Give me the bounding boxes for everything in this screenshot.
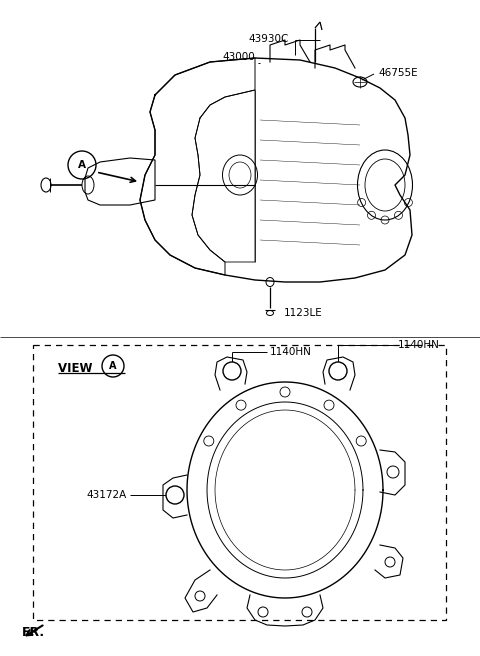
Circle shape: [236, 400, 246, 410]
Circle shape: [329, 362, 347, 380]
Circle shape: [302, 607, 312, 617]
Circle shape: [356, 436, 366, 446]
Circle shape: [258, 607, 268, 617]
Text: VIEW: VIEW: [58, 362, 96, 375]
Text: 43172A: 43172A: [87, 490, 127, 500]
Circle shape: [280, 387, 290, 397]
Text: FR.: FR.: [22, 626, 45, 638]
Circle shape: [166, 486, 184, 504]
Text: A: A: [109, 361, 117, 371]
Text: 1140HN: 1140HN: [270, 347, 312, 357]
Text: 1140HN: 1140HN: [398, 340, 440, 350]
Text: 46755E: 46755E: [378, 68, 418, 78]
Circle shape: [204, 436, 214, 446]
Text: 43000: 43000: [222, 52, 255, 62]
Bar: [33, 345, 446, 620]
Text: 1123LE: 1123LE: [284, 308, 323, 318]
Text: 43930C: 43930C: [248, 34, 288, 44]
Circle shape: [385, 557, 395, 567]
Circle shape: [324, 400, 334, 410]
Text: A: A: [78, 160, 86, 170]
Circle shape: [223, 362, 241, 380]
Circle shape: [195, 591, 205, 601]
Circle shape: [387, 466, 399, 478]
